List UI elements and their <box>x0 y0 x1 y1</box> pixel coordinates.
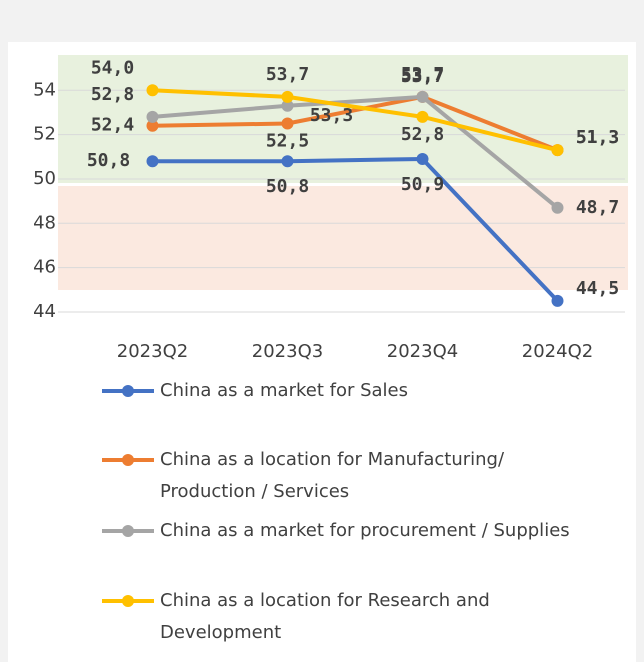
legend-text: China as a location for Manufacturing/ P… <box>160 449 505 502</box>
negative-band <box>58 186 628 290</box>
data-point <box>416 90 429 103</box>
data-point <box>551 144 564 157</box>
data-label: 50,9 <box>401 174 444 195</box>
data-label: 54,0 <box>91 57 134 78</box>
y-tick-label: 54 <box>33 79 56 100</box>
data-point <box>281 117 294 130</box>
data-label: 50,8 <box>87 150 130 171</box>
legend-marker <box>122 454 134 466</box>
x-tick-label: 2023Q4 <box>387 341 458 362</box>
series-line <box>152 88 558 153</box>
legend-text: China as a market for procurement / Supp… <box>160 520 570 541</box>
data-label: 51,3 <box>576 127 619 148</box>
data-label: 52,5 <box>266 131 309 152</box>
series-line <box>152 94 559 152</box>
legend-item: China as a market for Sales <box>100 375 570 407</box>
data-label: 52,4 <box>91 115 135 136</box>
legend-item: China as a location for Manufacturing/ P… <box>100 444 570 508</box>
data-label: 53,7 <box>266 64 309 85</box>
series-line <box>152 157 559 303</box>
y-tick-label: 50 <box>33 168 56 189</box>
legend-item: China as a market for procurement / Supp… <box>100 515 570 547</box>
data-label: 44,5 <box>576 278 619 299</box>
data-point <box>146 119 159 132</box>
chart: 44 46 48 50 52 54 2023Q2 2023Q3 2023Q4 2024Q2 50,8… <box>33 55 628 362</box>
data-point <box>281 90 294 103</box>
legend-swatch <box>102 454 154 466</box>
data-point <box>416 110 429 123</box>
data-label: 51,3 <box>576 127 619 148</box>
data-label: 53,7 <box>401 64 444 85</box>
y-tick-label: 44 <box>33 301 56 322</box>
data-point <box>551 201 564 214</box>
x-tick-label: 2023Q3 <box>252 341 323 362</box>
data-point <box>146 110 159 123</box>
data-label: 53,7 <box>401 66 444 87</box>
legend-marker <box>122 385 134 397</box>
y-tick-label: 52 <box>33 124 56 145</box>
data-point <box>551 294 564 307</box>
data-label: 50,8 <box>266 176 309 197</box>
legend-text: China as a market for Sales <box>160 380 409 401</box>
series-line <box>152 94 559 210</box>
data-point <box>416 153 429 165</box>
y-tick-label: 48 <box>33 212 56 233</box>
legend-swatch <box>102 385 154 397</box>
data-point <box>146 155 159 168</box>
y-tick-label: 46 <box>33 257 56 278</box>
legend-swatch <box>102 525 154 537</box>
legend-text: China as a location for Research and Dev… <box>160 590 490 643</box>
x-tick-label: 2024Q2 <box>522 341 593 362</box>
data-point <box>281 99 294 112</box>
data-label: 52,8 <box>401 124 444 145</box>
legend-marker <box>122 595 134 607</box>
x-tick-label: 2023Q2 <box>117 341 188 362</box>
data-label: 52,8 <box>91 84 134 105</box>
legend-swatch <box>102 595 154 607</box>
data-label: 48,7 <box>576 197 619 218</box>
data-label: 53,3 <box>310 105 353 126</box>
data-point <box>146 84 159 97</box>
data-point <box>281 155 294 168</box>
legend-item: China as a location for Research and Dev… <box>100 585 570 649</box>
legend-marker <box>122 525 134 537</box>
